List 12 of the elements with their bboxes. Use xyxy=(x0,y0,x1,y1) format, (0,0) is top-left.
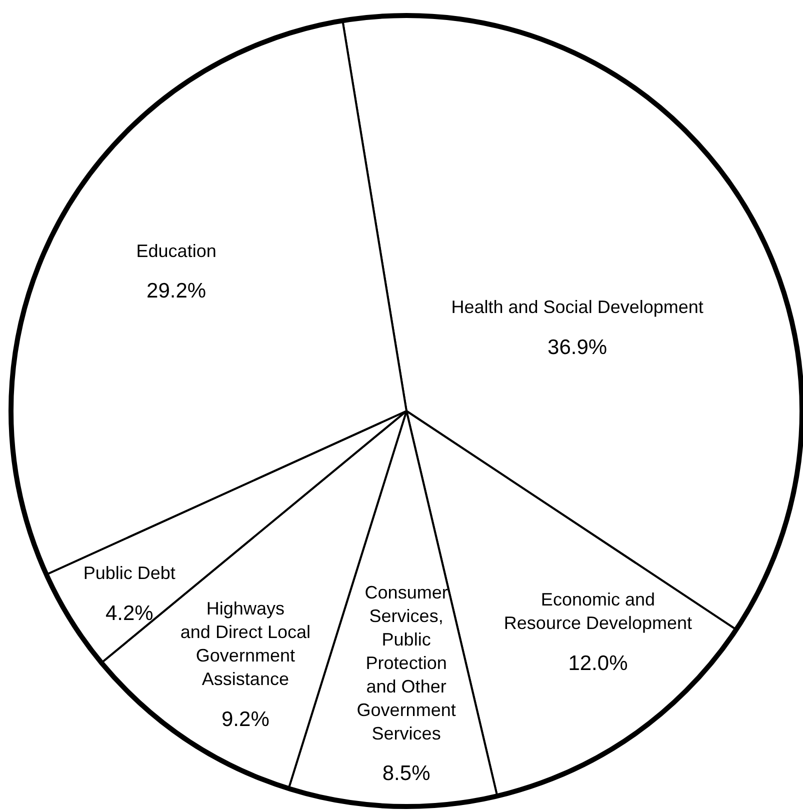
data-label: 29.2% xyxy=(146,280,206,303)
data-label: 8.5% xyxy=(382,762,430,786)
slice-label: Highways and Direct Local Government Assistance xyxy=(180,598,310,690)
slice-label: Consumer Services, Public Protection and Other Government Services xyxy=(356,582,456,744)
data-label: 9.2% xyxy=(222,708,270,731)
slice-label: Health and Social Development xyxy=(451,297,704,318)
data-label: 4.2% xyxy=(105,602,154,626)
data-label: 36.9% xyxy=(548,336,608,359)
slice-label: Economic and Resource Development xyxy=(504,590,692,634)
slice-label: Education xyxy=(136,240,216,261)
slice-label: Public Debt xyxy=(83,563,176,584)
data-label: 12.0% xyxy=(568,652,628,675)
